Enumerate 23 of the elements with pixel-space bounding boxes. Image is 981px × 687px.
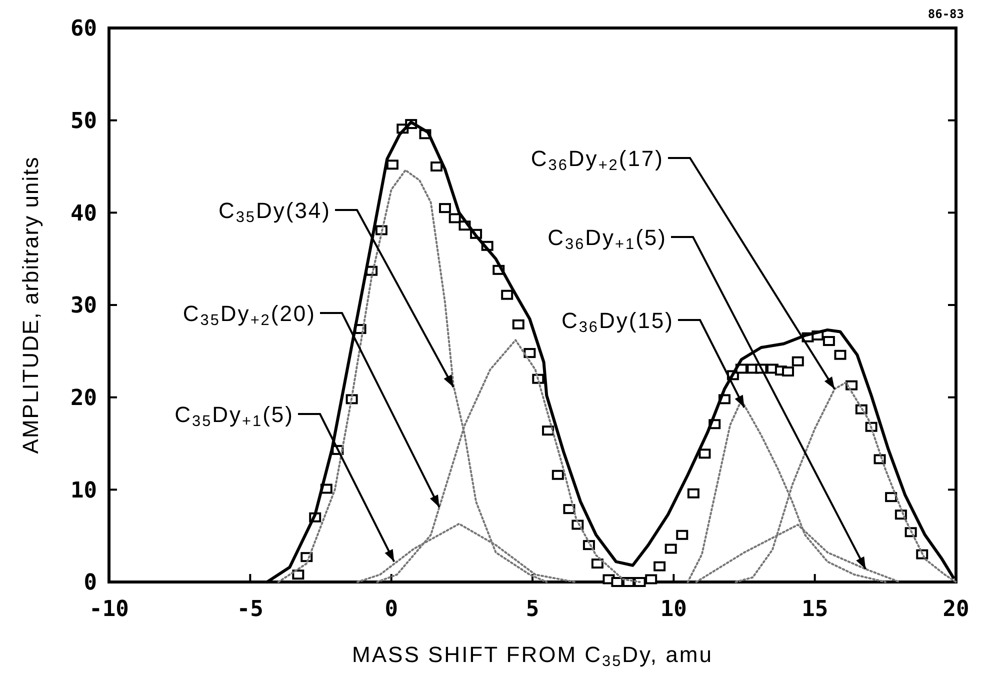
x-axis-title: MASS SHIFT FROM C$_{35}$Dy, amu xyxy=(352,642,713,670)
annotation: C$_{36}$Dy(15) xyxy=(561,308,674,336)
x-tick-label: 15 xyxy=(802,597,828,622)
y-tick-label: 20 xyxy=(70,386,97,412)
y-tick-label: 40 xyxy=(70,201,97,226)
y-tick-label: 50 xyxy=(70,109,97,134)
y-tick-label: 30 xyxy=(70,294,97,319)
x-tick-label: 5 xyxy=(526,597,540,622)
x-tick-label: -5 xyxy=(236,597,264,622)
x-tick-label: -10 xyxy=(89,597,129,622)
annotation: C$_{35}$Dy$_{+1}$(5) xyxy=(174,402,294,430)
y-axis-title: AMPLITUDE, arbitrary units xyxy=(18,156,43,454)
y-tick-label: 0 xyxy=(84,570,97,596)
x-tick-label: 10 xyxy=(660,597,687,622)
annotation: C$_{36}$Dy$_{+1}$(5) xyxy=(548,225,667,253)
annotation: C$_{35}$Dy$_{+2}$(20) xyxy=(182,301,316,329)
annotation: C$_{36}$Dy$_{+2}$(17) xyxy=(530,146,664,174)
x-tick-label: 20 xyxy=(942,597,970,622)
text: 86-83 xyxy=(928,7,964,21)
x-tick-label: 0 xyxy=(384,597,398,622)
y-tick-label: 10 xyxy=(70,478,97,504)
y-tick-label: 60 xyxy=(70,16,97,42)
annotation: C$_{35}$Dy(34) xyxy=(218,198,331,226)
